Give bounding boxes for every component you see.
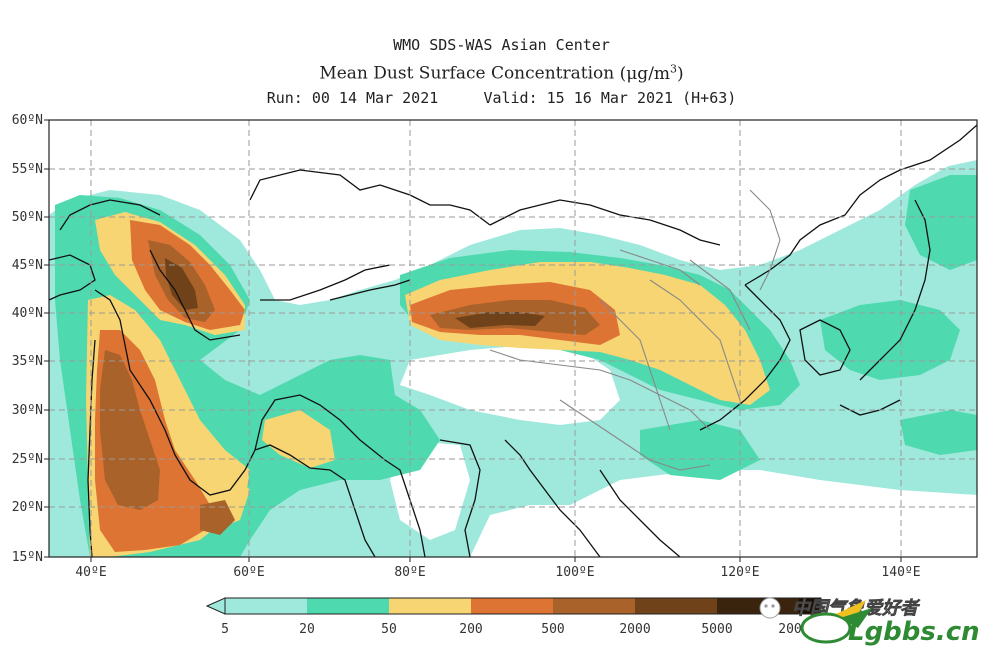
unit: (μg/m3) (619, 62, 684, 84)
lat-label: 60ºN (12, 113, 43, 128)
lon-labels: 40ºE 60ºE 80ºE 100ºE 120ºE 140ºE (75, 565, 920, 580)
run-time: Run: 00 14 Mar 2021 (266, 88, 439, 107)
product-title: Mean Dust Surface Concentration (μg/m3) (0, 56, 1003, 87)
lon-label: 40ºE (75, 565, 106, 580)
graticule (49, 120, 977, 557)
colorbar-label: 2000 (619, 622, 650, 637)
colorbar-label: 20 (299, 622, 315, 637)
colorbar-arrow (205, 597, 226, 615)
lon-label: 120ºE (720, 565, 759, 580)
product-name: Mean Dust Surface Concentration (319, 63, 615, 84)
province-borders (489, 189, 781, 471)
colorbar-swatch (389, 598, 471, 614)
lon-label: 80ºE (394, 565, 425, 580)
lat-label: 20ºN (12, 500, 43, 515)
lat-label: 35ºN (12, 354, 43, 369)
colorbar-swatch (471, 598, 553, 614)
lat-label: 50ºN (12, 210, 43, 225)
valid-time: Valid: 15 16 Mar 2021 (H+63) (483, 88, 737, 107)
lat-label: 25ºN (12, 452, 43, 467)
colorbar-swatch (553, 598, 635, 614)
lat-label: 15ºN (12, 550, 43, 565)
dust-2000-5000 (165, 258, 198, 310)
dust-field (49, 120, 977, 557)
logo-wing-icon (836, 600, 866, 622)
coastlines (49, 124, 977, 557)
colorbar-label: 500 (541, 622, 564, 637)
clear-north (160, 120, 977, 255)
ticks (44, 119, 902, 562)
colorbar-swatch (307, 598, 389, 614)
run-valid-line: Run: 00 14 Mar 2021 Valid: 15 16 Mar 202… (0, 87, 1003, 109)
lat-label: 55ºN (12, 162, 43, 177)
colorbar-labels: 5 20 50 200 500 2000 5000 200 (221, 622, 802, 637)
lon-label: 100ºE (555, 565, 594, 580)
watermark: 中国气象爱好者 Lgbbs.cn (759, 597, 980, 647)
colorbar-label: 5000 (701, 622, 732, 637)
lat-labels: 60ºN 55ºN 50ºN 45ºN 40ºN 35ºN 30ºN 25ºN … (12, 113, 43, 565)
colorbar-label: 200 (459, 622, 482, 637)
colorbar-swatch (635, 598, 717, 614)
watermark-site-text: Lgbbs.cn (848, 617, 980, 647)
colorbar (205, 597, 822, 615)
clear-south-sea (490, 470, 977, 557)
clear-tibet (400, 345, 620, 425)
lon-label: 60ºE (233, 565, 264, 580)
lat-label: 45ºN (12, 258, 43, 273)
colorbar-label: 50 (381, 622, 397, 637)
colorbar-swatch (225, 598, 307, 614)
colorbar-swatch (799, 598, 821, 614)
map-frame (48, 119, 978, 558)
wechat-icon (759, 597, 781, 619)
colorbar-label: 200 (778, 622, 801, 637)
lgbbs-logo-icon (800, 612, 852, 644)
center-title: WMO SDS-WAS Asian Center (393, 36, 610, 54)
map-title-block: WMO SDS-WAS Asian Center Mean Dust Surfa… (0, 34, 1003, 109)
colorbar-label: 5 (221, 622, 229, 637)
lon-label: 140ºE (881, 565, 920, 580)
lat-label: 40ºN (12, 306, 43, 321)
lat-label: 30ºN (12, 403, 43, 418)
